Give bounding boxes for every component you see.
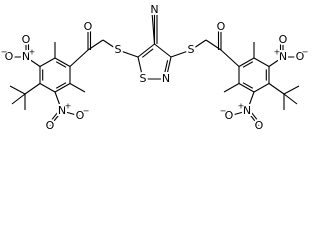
atom-label: S [140, 72, 147, 85]
bond [228, 110, 248, 117]
bond [102, 39, 119, 51]
bond [39, 57, 56, 67]
atom-label: N [22, 50, 30, 63]
atom-label: O [217, 20, 226, 33]
charge-label: + [29, 48, 36, 57]
atom-label: O [279, 33, 288, 46]
atom-label: O [5, 50, 14, 63]
charge-label: − [83, 107, 90, 116]
bond [242, 82, 254, 89]
atom-label: S [188, 43, 195, 56]
bond [253, 83, 270, 93]
bond [55, 61, 67, 68]
bond [220, 49, 240, 67]
bond [39, 83, 56, 93]
atom-label: N [243, 104, 251, 117]
bond [253, 57, 270, 67]
bond [54, 57, 71, 67]
bond [246, 110, 260, 127]
bond [55, 82, 67, 89]
bond [69, 49, 89, 67]
atom-label: O [255, 119, 264, 132]
bond [154, 43, 172, 58]
bond [24, 83, 41, 95]
bond [54, 83, 71, 93]
bond [283, 93, 298, 105]
bond [137, 43, 155, 58]
bond [54, 91, 63, 112]
atom-label: O [296, 50, 305, 63]
atom-label: N [279, 50, 287, 63]
charge-label: + [274, 48, 281, 57]
bond [165, 56, 172, 80]
bond [248, 109, 262, 125]
bond [242, 61, 254, 68]
bond [141, 48, 154, 58]
bond [61, 110, 81, 117]
atom-label: O [76, 109, 85, 122]
charge-label: − [302, 48, 309, 57]
atom-label: N [150, 3, 158, 16]
atom-label: O [46, 119, 55, 132]
bond [170, 49, 192, 58]
bond [238, 57, 255, 67]
bonds [9, 10, 300, 127]
atom-label: N [162, 72, 170, 85]
bond [190, 39, 207, 51]
atom-label: O [84, 20, 93, 33]
bond [268, 83, 285, 95]
atom-label: O [225, 109, 234, 122]
bond [117, 49, 139, 58]
atom-label: N [58, 104, 66, 117]
bond [246, 91, 255, 112]
bond [223, 83, 240, 93]
bond [69, 83, 86, 93]
bond [11, 93, 26, 105]
bond [49, 110, 63, 127]
atom-label: O [22, 33, 31, 46]
bond [268, 56, 284, 67]
charge-label: − [1, 48, 8, 57]
bond [163, 60, 169, 75]
atom-label: S [115, 43, 122, 56]
charge-label: + [238, 102, 245, 111]
bond [283, 85, 300, 95]
bond [9, 85, 26, 95]
bond [47, 109, 61, 125]
charge-label: + [65, 102, 72, 111]
charge-label: − [220, 107, 227, 116]
bond [137, 56, 144, 80]
bond [25, 56, 41, 67]
bond [238, 83, 255, 93]
